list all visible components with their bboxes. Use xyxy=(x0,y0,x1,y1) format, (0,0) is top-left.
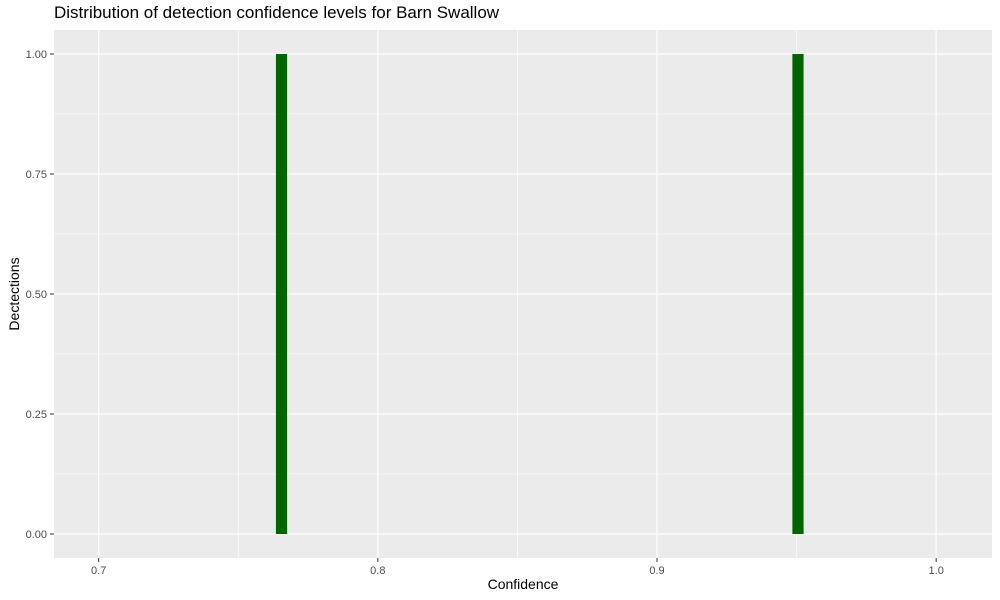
y-tick-label: 0.50 xyxy=(26,289,47,301)
x-tick-label: 0.8 xyxy=(370,565,385,577)
x-tick-label: 1.0 xyxy=(929,565,944,577)
histogram-bar xyxy=(275,54,288,534)
y-tick-label: 1.00 xyxy=(26,49,47,61)
x-tick-label: 0.7 xyxy=(91,565,106,577)
y-axis-label: Dectections xyxy=(6,257,22,331)
y-tick-label: 0.75 xyxy=(26,169,47,181)
x-axis-label: Confidence xyxy=(487,576,559,592)
histogram-bar xyxy=(792,54,804,534)
y-tick-label: 0.00 xyxy=(26,529,47,541)
y-tick-label: 0.25 xyxy=(26,409,47,421)
x-tick-label: 0.9 xyxy=(649,565,664,577)
chart-title: Distribution of detection confidence lev… xyxy=(54,3,500,22)
